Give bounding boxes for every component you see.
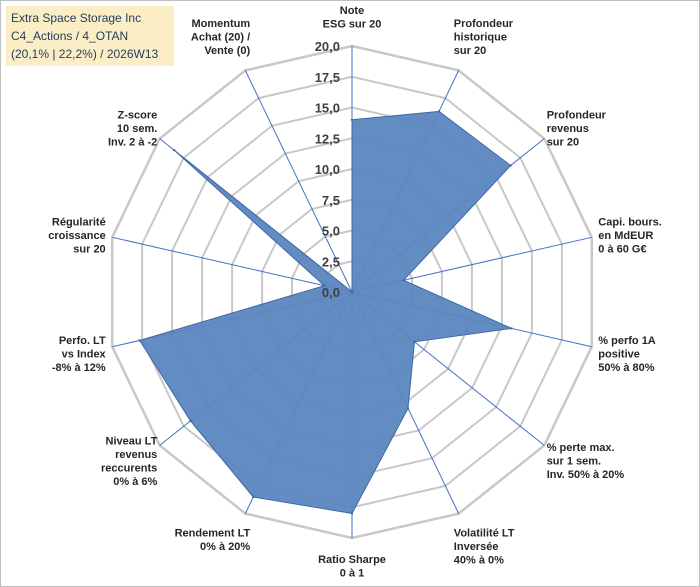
chart-title-line: Extra Space Storage Inc <box>11 11 142 25</box>
axis-label-line: en MdEUR <box>598 230 653 242</box>
axis-label: Capi. bours. en MdEUR 0 à 60 G€ <box>598 216 662 255</box>
axis-label-line: 50% à 80% <box>598 362 654 374</box>
axis-label: Profondeur historique sur 20 <box>454 18 514 57</box>
radial-tick-label: 20,0 <box>315 39 340 54</box>
axis-label-line: croissance <box>48 230 105 242</box>
radial-tick-label: 12,5 <box>315 131 340 146</box>
axis-label: Volatilité LT Inversée 40% à 0% <box>454 528 515 567</box>
axis-label-line: positive <box>598 349 640 361</box>
axis-label-line: Niveau LT <box>106 436 158 448</box>
axis-label-line: Achat (20) / <box>191 31 250 43</box>
axis-label: Perfo. LT vs Index -8% à 12% <box>52 335 107 374</box>
axis-label-line: Inversée <box>454 541 499 553</box>
radial-tick-label: 17,5 <box>315 70 340 85</box>
axis-spoke <box>112 236 353 293</box>
axis-spoke <box>244 70 353 293</box>
axis-label-line: 10 sem. <box>117 123 157 135</box>
axis-label: % perfo 1A positive 50% à 80% <box>598 335 656 374</box>
radial-tick-label: 5,0 <box>322 224 340 239</box>
data-point <box>323 284 326 287</box>
radial-tick-label: 10,0 <box>315 162 340 177</box>
data-point <box>138 339 141 342</box>
data-point <box>172 148 176 152</box>
axis-label-line: revenus <box>547 123 589 135</box>
data-point <box>402 279 405 282</box>
axis-label-line: Inv. 2 à -2 <box>108 136 157 148</box>
axis-label: Niveau LT revenus reccurents 0% à 6% <box>101 436 158 489</box>
axis-label-line: sur 20 <box>547 136 579 148</box>
axis-label-line: Volatilité LT <box>454 528 515 540</box>
axis-label-line: Profondeur <box>547 109 607 121</box>
axis-label-line: 0 à 60 G€ <box>598 243 646 255</box>
axis-label: Ratio Sharpe 0 à 1 <box>318 554 386 580</box>
axis-label-line: Z-score <box>118 109 158 121</box>
data-point <box>413 340 416 343</box>
axis-label-line: -8% à 12% <box>52 362 106 374</box>
axis-label: Note ESG sur 20 <box>323 5 382 31</box>
axis-label-line: % perte max. <box>547 442 615 454</box>
data-point <box>509 164 512 167</box>
axis-label-line: vs Index <box>62 349 107 361</box>
axis-label-line: 0% à 6% <box>113 476 157 488</box>
data-point <box>406 407 410 410</box>
data-point <box>510 327 513 330</box>
radial-tick-label: 0,0 <box>322 285 340 300</box>
axis-label-line: Momentum <box>192 18 251 30</box>
axis-label-line: Rendement LT <box>175 528 251 540</box>
axis-label: Profondeur revenus sur 20 <box>547 109 607 148</box>
radial-tick-label: 15,0 <box>315 101 340 116</box>
data-point <box>350 290 354 294</box>
axis-label-line: % perfo 1A <box>598 335 656 347</box>
axis-label-line: Profondeur <box>454 18 514 30</box>
radial-tick-label: 2,5 <box>322 254 340 269</box>
axis-label-line: Inv. 50% à 20% <box>547 469 625 481</box>
axis-label-line: Ratio Sharpe <box>318 554 386 566</box>
chart-title-line: C4_Actions / 4_OTAN <box>11 29 129 43</box>
axis-label-line: 0% à 20% <box>200 541 250 553</box>
data-point <box>189 419 192 422</box>
axis-label-line: revenus <box>115 449 157 461</box>
axis-label-line: Perfo. LT <box>59 335 106 347</box>
axis-label: % perte max. sur 1 sem. Inv. 50% à 20% <box>547 442 625 481</box>
axis-label-line: Vente (0) <box>204 45 250 57</box>
axis-label-line: ESG sur 20 <box>323 19 382 31</box>
axis-label: Rendement LT 0% à 20% <box>175 528 251 554</box>
radial-tick-label: 7,5 <box>322 193 340 208</box>
axis-label-line: reccurents <box>101 463 157 475</box>
axis-label-line: sur 20 <box>73 243 105 255</box>
axis-label-line: Note <box>340 5 364 17</box>
axis-label: Z-score 10 sem. Inv. 2 à -2 <box>108 109 157 148</box>
axis-label-line: Capi. bours. <box>598 216 662 228</box>
data-point <box>252 495 255 499</box>
axis-label-line: sur 20 <box>454 45 486 57</box>
chart-title-box: Extra Space Storage Inc C4_Actions / 4_O… <box>6 6 174 66</box>
axis-label-line: Régularité <box>52 216 106 228</box>
data-point <box>437 110 441 113</box>
axis-label-line: 0 à 1 <box>340 568 364 580</box>
data-point <box>350 512 354 515</box>
axis-label: Régularité croissance sur 20 <box>48 216 105 255</box>
data-point <box>350 118 354 122</box>
axis-label-line: historique <box>454 31 507 43</box>
axis-label-line: sur 1 sem. <box>547 456 601 468</box>
axis-label: Momentum Achat (20) / Vente (0) <box>191 18 251 57</box>
axis-label-line: 40% à 0% <box>454 555 504 567</box>
chart-title-line: (20,1% | 22,2%) / 2026W13 <box>11 47 159 61</box>
